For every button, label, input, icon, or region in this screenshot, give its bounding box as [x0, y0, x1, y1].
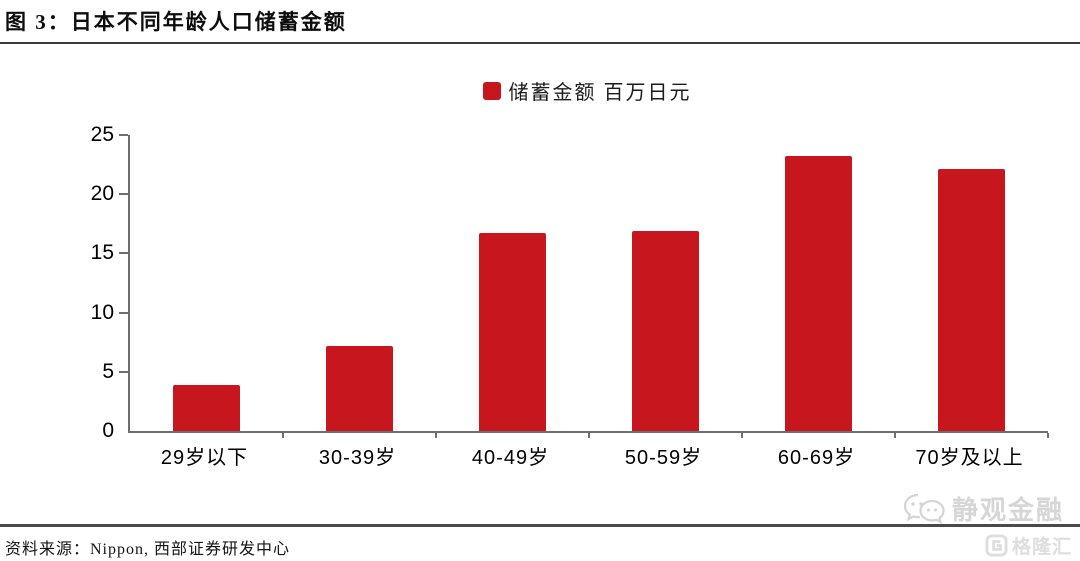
- title-divider: [0, 42, 1080, 44]
- wechat-watermark: 静观金融: [902, 490, 1064, 527]
- y-axis-tick: [119, 252, 128, 255]
- y-axis-tick: [119, 370, 128, 373]
- y-axis-tick-label: 15: [90, 241, 114, 265]
- x-axis-category-label: 30-39岁: [318, 447, 397, 469]
- wechat-speech-bubbles-icon: [903, 493, 945, 524]
- y-axis-tick-label: 5: [102, 359, 114, 383]
- x-axis-category-label: 60-69岁: [777, 447, 856, 469]
- x-axis-tick: [894, 433, 896, 438]
- footer-divider: [0, 524, 1080, 527]
- bar-29岁以下: [173, 385, 240, 431]
- x-axis-category-label: 40-49岁: [471, 447, 550, 469]
- x-axis-category-label: 50-59岁: [624, 447, 703, 469]
- x-axis-tick: [282, 433, 284, 438]
- x-axis-tick: [588, 433, 590, 438]
- y-axis-tick: [119, 134, 128, 136]
- bar-70岁及以上: [938, 169, 1005, 431]
- x-axis-tick: [435, 433, 437, 438]
- bar-60-69岁: [785, 156, 852, 431]
- plot-area: 0 5 10 15 20 25: [91, 123, 1049, 442]
- y-axis-tick-label: 10: [90, 300, 114, 324]
- bar-40-49岁: [479, 233, 546, 431]
- bar-50-59岁: [632, 231, 699, 431]
- gelonghui-g-icon: [985, 534, 1008, 557]
- wechat-account-name: 静观金融: [951, 496, 1064, 525]
- x-axis-labels: 29岁以下 30-39岁 40-49岁 50-59岁 60-69岁 70岁及以上: [128, 441, 1046, 470]
- source-note: 资料来源：Nippon, 西部证券研发中心: [5, 541, 291, 558]
- y-axis-tick: [119, 311, 128, 314]
- bar-30-39岁: [326, 346, 393, 431]
- x-axis-category-label: 29岁以下: [160, 447, 249, 469]
- x-axis-category-label: 70岁及以上: [915, 447, 1024, 469]
- x-axis-tick: [741, 433, 743, 438]
- y-axis-tick-label: 25: [90, 123, 114, 146]
- figure-title: 图 3：日本不同年龄人口储蓄金额: [5, 10, 347, 34]
- y-axis-tick-label: 0: [102, 419, 114, 442]
- chart-legend: 储蓄金额 百万日元: [128, 76, 1046, 105]
- legend-swatch-icon: [482, 81, 501, 100]
- y-axis-tick: [119, 193, 128, 196]
- gelonghui-logo-text: 格隆汇: [1011, 537, 1072, 558]
- x-axis-tick: [1047, 433, 1049, 438]
- legend-label: 储蓄金额 百万日元: [508, 82, 692, 104]
- gelonghui-logo: 格隆汇: [985, 532, 1072, 559]
- y-axis-tick-label: 20: [90, 182, 114, 206]
